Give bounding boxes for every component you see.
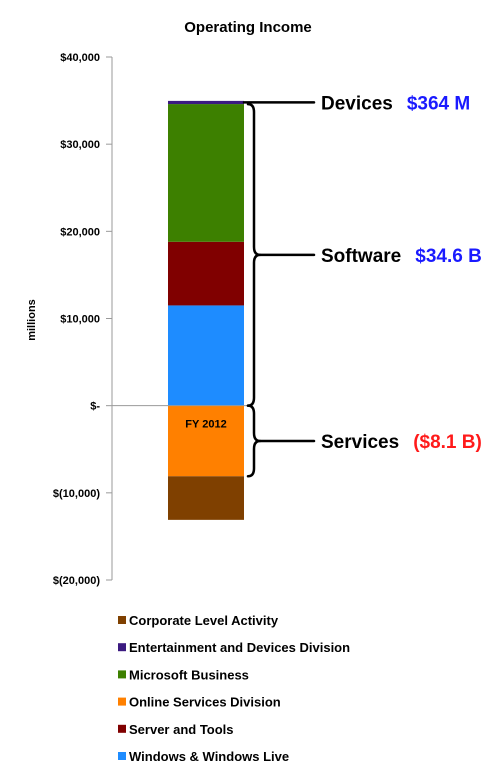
chart-title: Operating Income <box>184 19 312 36</box>
annotation-services-value: ($8.1 B) <box>413 432 482 453</box>
annotation-software-name: Software <box>321 246 401 267</box>
legend-label-windows-and-windows-live: Windows & Windows Live <box>129 749 289 764</box>
y-tick-label: $(10,000) <box>53 488 100 500</box>
legend-swatch-entertainment-and-devices-division <box>118 643 126 652</box>
legend-label-entertainment-and-devices-division: Entertainment and Devices Division <box>129 640 350 655</box>
annotation-services-name: Services <box>321 432 399 453</box>
segment-annotations: Devices $364 M Software $34.6 B Services ($8.… <box>242 93 482 478</box>
legend: Corporate Level Activity Entertainment an… <box>118 613 350 764</box>
legend-label-microsoft-business: Microsoft Business <box>129 667 249 682</box>
y-axis-ticks: $40,000 $30,000 $20,000 $10,000 $- $(10,000) $… <box>53 52 112 587</box>
y-tick-label: $20,000 <box>60 226 100 238</box>
y-tick-label: $10,000 <box>60 314 100 326</box>
annotation-software-value: $34.6 B <box>415 246 482 267</box>
legend-swatch-windows-and-windows-live <box>118 752 126 760</box>
y-tick-label: $30,000 <box>60 139 100 151</box>
annotation-connector <box>246 102 262 407</box>
y-axis-label: millions <box>26 299 38 341</box>
bar-segments <box>168 100 244 520</box>
category-label-fy2012: FY 2012 <box>185 419 226 431</box>
annotation-devices-name: Devices <box>321 93 393 114</box>
y-tick-label: $(20,000) <box>53 575 100 587</box>
bar-online-services-division <box>168 405 244 477</box>
annotation-devices-value: $364 M <box>407 93 470 114</box>
legend-label-online-services-division: Online Services Division <box>129 695 281 710</box>
legend-swatch-online-services-division <box>118 697 126 706</box>
legend-label-corporate-level-activity: Corporate Level Activity <box>129 613 279 628</box>
bar-entertainment-and-devices-division <box>168 100 244 105</box>
y-tick-label: $- <box>90 401 100 413</box>
annotation-connector <box>246 404 262 478</box>
y-tick-label: $40,000 <box>60 52 100 64</box>
bar-windows-and-windows-live <box>168 305 244 406</box>
legend-swatch-microsoft-business <box>118 670 126 679</box>
bar-corporate-level-activity <box>168 476 244 520</box>
bar-server-and-tools <box>168 241 244 306</box>
legend-swatch-server-and-tools <box>118 724 126 733</box>
legend-swatch-corporate-level-activity <box>118 616 126 624</box>
legend-label-server-and-tools: Server and Tools <box>129 722 234 737</box>
bar-microsoft-business <box>168 104 244 242</box>
